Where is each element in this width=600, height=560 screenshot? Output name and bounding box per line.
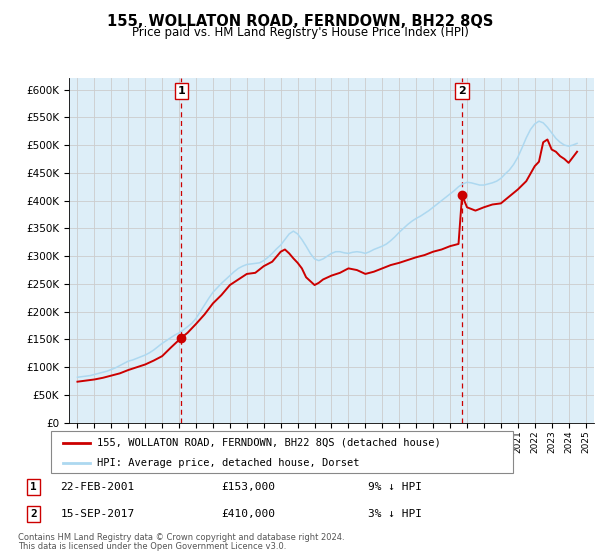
Text: 155, WOLLATON ROAD, FERNDOWN, BH22 8QS: 155, WOLLATON ROAD, FERNDOWN, BH22 8QS: [107, 14, 493, 29]
Text: This data is licensed under the Open Government Licence v3.0.: This data is licensed under the Open Gov…: [18, 542, 286, 551]
Text: 2: 2: [31, 509, 37, 519]
Text: 22-FEB-2001: 22-FEB-2001: [60, 482, 134, 492]
Text: Contains HM Land Registry data © Crown copyright and database right 2024.: Contains HM Land Registry data © Crown c…: [18, 533, 344, 542]
Text: 1: 1: [178, 86, 185, 96]
Text: £153,000: £153,000: [221, 482, 275, 492]
Text: 15-SEP-2017: 15-SEP-2017: [60, 509, 134, 519]
Text: 155, WOLLATON ROAD, FERNDOWN, BH22 8QS (detached house): 155, WOLLATON ROAD, FERNDOWN, BH22 8QS (…: [97, 438, 441, 448]
Text: 9% ↓ HPI: 9% ↓ HPI: [368, 482, 422, 492]
Text: Price paid vs. HM Land Registry's House Price Index (HPI): Price paid vs. HM Land Registry's House …: [131, 26, 469, 39]
Text: 3% ↓ HPI: 3% ↓ HPI: [368, 509, 422, 519]
Text: £410,000: £410,000: [221, 509, 275, 519]
Text: HPI: Average price, detached house, Dorset: HPI: Average price, detached house, Dors…: [97, 458, 360, 468]
Text: 1: 1: [31, 482, 37, 492]
Text: 2: 2: [458, 86, 466, 96]
FancyBboxPatch shape: [51, 431, 513, 473]
